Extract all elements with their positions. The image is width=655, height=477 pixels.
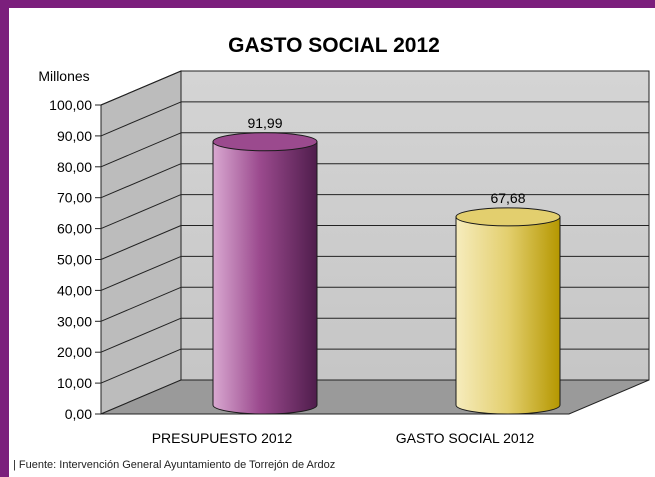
y-tick-label: 100,00 bbox=[49, 97, 92, 113]
side-grid-line bbox=[100, 70, 182, 106]
side-grid-line bbox=[100, 163, 182, 199]
back-wall-border bbox=[180, 70, 650, 381]
y-tick-label: 80,00 bbox=[57, 159, 92, 175]
y-tick-label: 30,00 bbox=[57, 313, 92, 329]
bars: 91,99 67,68 bbox=[212, 115, 561, 415]
x-axis: PRESUPUESTO 2012 GASTO SOCIAL 2012 bbox=[152, 430, 535, 446]
source-note: | Fuente: Intervención General Ayuntamie… bbox=[13, 459, 336, 471]
y-axis: 0,00 10,00 20,00 30,00 40,00 50,00 60,00 70,00 8… bbox=[49, 97, 102, 422]
y-tick-label: 20,00 bbox=[57, 344, 92, 360]
bar-body bbox=[212, 141, 318, 415]
chart-title: GASTO SOCIAL 2012 bbox=[228, 34, 440, 57]
y-tick-label: 70,00 bbox=[57, 190, 92, 206]
y-tick-label: 60,00 bbox=[57, 221, 92, 237]
floor bbox=[100, 379, 650, 415]
y-tick-label: 40,00 bbox=[57, 282, 92, 298]
side-grid-line bbox=[100, 101, 182, 137]
y-tick-label: 90,00 bbox=[57, 128, 92, 144]
side-grid-line bbox=[100, 132, 182, 168]
side-grid-line bbox=[100, 255, 182, 291]
y-axis-label: Millones bbox=[38, 68, 89, 84]
side-grid-line bbox=[100, 317, 182, 353]
data-label: 67,68 bbox=[490, 190, 525, 206]
bar-top bbox=[455, 207, 561, 227]
x-tick-label: GASTO SOCIAL 2012 bbox=[396, 430, 535, 446]
y-tick-label: 50,00 bbox=[57, 252, 92, 268]
data-label: 91,99 bbox=[247, 115, 282, 131]
y-tick-label: 0,00 bbox=[65, 406, 92, 422]
y-tick-label: 10,00 bbox=[57, 375, 92, 391]
side-grid-line bbox=[100, 286, 182, 322]
bar-2: 67,68 bbox=[455, 190, 561, 415]
chart-panel: GASTO SOCIAL 2012 Millones 0,00 10,00 20,0… bbox=[9, 8, 655, 477]
side-grid-line bbox=[100, 194, 182, 230]
bar-top bbox=[212, 132, 318, 152]
x-tick-label: PRESUPUESTO 2012 bbox=[152, 430, 293, 446]
side-grid-line bbox=[100, 348, 182, 384]
bar-chart: GASTO SOCIAL 2012 Millones 0,00 10,00 20,0… bbox=[38, 34, 650, 446]
bar-body bbox=[455, 216, 561, 415]
side-grid-line bbox=[100, 225, 182, 260]
bar-1: 91,99 bbox=[212, 115, 318, 415]
